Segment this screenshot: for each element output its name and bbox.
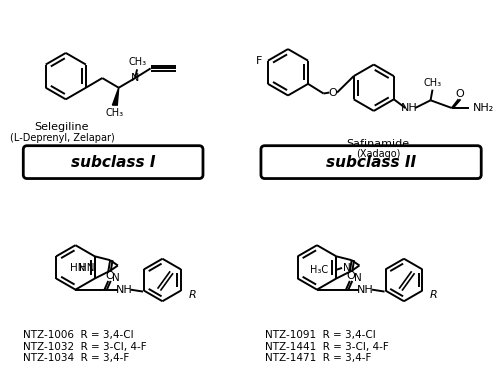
Text: NTZ-1471  R = 3,4-F: NTZ-1471 R = 3,4-F bbox=[265, 353, 371, 364]
FancyBboxPatch shape bbox=[261, 146, 481, 178]
Text: (L-Deprenyl, Zelapar): (L-Deprenyl, Zelapar) bbox=[10, 133, 115, 143]
Text: NH: NH bbox=[401, 103, 417, 113]
Text: HN: HN bbox=[79, 263, 94, 273]
Text: NH: NH bbox=[357, 285, 374, 294]
Text: O: O bbox=[346, 271, 355, 281]
Text: O: O bbox=[105, 271, 114, 281]
Text: HN: HN bbox=[70, 263, 85, 273]
Text: N: N bbox=[112, 273, 120, 283]
Text: subclass II: subclass II bbox=[326, 155, 416, 170]
Text: H₃C: H₃C bbox=[310, 265, 328, 275]
Text: NTZ-1034  R = 3,4-F: NTZ-1034 R = 3,4-F bbox=[24, 353, 130, 364]
Text: O: O bbox=[329, 88, 338, 97]
Text: F: F bbox=[256, 55, 262, 66]
Text: O: O bbox=[455, 90, 464, 99]
Text: CH₃: CH₃ bbox=[424, 78, 442, 88]
FancyBboxPatch shape bbox=[24, 146, 203, 178]
Text: N: N bbox=[354, 273, 362, 283]
Text: NTZ-1091  R = 3,4-Cl: NTZ-1091 R = 3,4-Cl bbox=[265, 330, 376, 340]
Text: N: N bbox=[343, 263, 350, 273]
Text: CH₃: CH₃ bbox=[128, 57, 146, 67]
Text: NH₂: NH₂ bbox=[473, 103, 494, 113]
Text: NTZ-1441  R = 3-Cl, 4-F: NTZ-1441 R = 3-Cl, 4-F bbox=[265, 342, 388, 352]
Text: R: R bbox=[430, 291, 438, 300]
Text: CH₃: CH₃ bbox=[106, 108, 124, 118]
Text: subclass I: subclass I bbox=[71, 155, 156, 170]
Text: (Xadago): (Xadago) bbox=[356, 149, 400, 159]
Text: Safinamide: Safinamide bbox=[346, 139, 410, 149]
Text: NTZ-1006  R = 3,4-Cl: NTZ-1006 R = 3,4-Cl bbox=[24, 330, 134, 340]
Text: N: N bbox=[131, 73, 140, 83]
Polygon shape bbox=[112, 88, 118, 105]
Text: R: R bbox=[188, 291, 196, 300]
Text: Selegiline: Selegiline bbox=[34, 122, 89, 132]
Text: NH: NH bbox=[116, 285, 132, 294]
Text: NTZ-1032  R = 3-Cl, 4-F: NTZ-1032 R = 3-Cl, 4-F bbox=[24, 342, 147, 352]
